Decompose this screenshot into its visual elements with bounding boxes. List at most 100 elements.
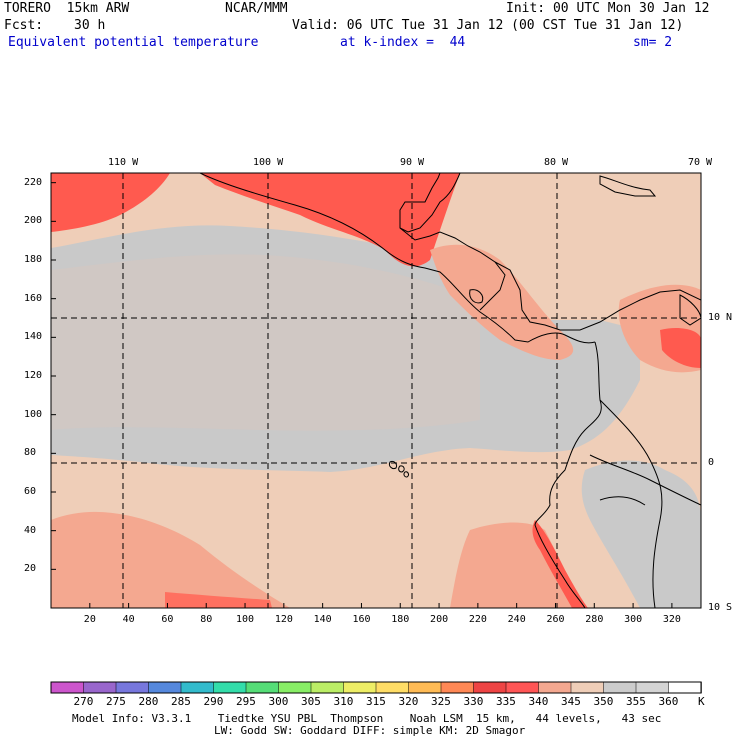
colorbar-cell bbox=[440, 681, 475, 694]
colorbar-cell bbox=[278, 681, 312, 694]
colorbar-label: 325 bbox=[431, 695, 451, 708]
coastline-hispaniola bbox=[679, 294, 701, 326]
y-tick-label: 140 bbox=[24, 331, 43, 343]
colorbar-cell bbox=[115, 681, 150, 694]
model-title: TORERO 15km ARW bbox=[4, 1, 130, 16]
colorbar-label: 335 bbox=[496, 695, 516, 708]
field-warm-centralamerica bbox=[430, 244, 574, 360]
coastline-cuba bbox=[599, 175, 657, 197]
y-tick-label: 120 bbox=[24, 370, 43, 381]
colorbar-label: 270 bbox=[73, 695, 94, 708]
forecast-label: Fcst: bbox=[4, 18, 44, 33]
colorbar-cell bbox=[408, 681, 442, 694]
colorbar-label: 290 bbox=[203, 695, 224, 708]
y-tick-label: 200 bbox=[24, 215, 43, 227]
lon-label-110w: 110 W bbox=[108, 157, 139, 168]
level-index: at k-index = 44 bbox=[340, 35, 466, 50]
colorbar-label: 285 bbox=[171, 695, 191, 708]
border-brazil bbox=[589, 454, 701, 506]
field-name: Equivalent potential temperature bbox=[8, 35, 259, 50]
colorbar-cell bbox=[148, 681, 182, 694]
x-tick-label: 220 bbox=[468, 614, 487, 625]
y-tick-label: 80 bbox=[24, 447, 37, 459]
colorbar-cell bbox=[635, 681, 670, 694]
x-tick-label: 260 bbox=[546, 614, 565, 625]
x-tick-label: 320 bbox=[662, 614, 681, 625]
colorbar-label: 355 bbox=[626, 695, 646, 708]
x-tick-label: 140 bbox=[313, 614, 332, 625]
lon-label-90w: 90 W bbox=[400, 157, 425, 168]
border-peru-brazil bbox=[599, 496, 646, 506]
y-tick-label: 40 bbox=[24, 524, 37, 536]
colorbar-frame bbox=[50, 681, 702, 694]
colorbar-cell bbox=[310, 681, 345, 694]
border-andes bbox=[599, 399, 663, 608]
colorbar-cell bbox=[245, 681, 280, 694]
model-info-line2: LW: Godd SW: Goddard DIFF: simple KM: 2D… bbox=[214, 724, 526, 737]
coastline-gulf bbox=[399, 173, 461, 233]
colorbar-label: 305 bbox=[301, 695, 321, 708]
lon-label-70w: 70 W bbox=[688, 157, 713, 168]
y-tick-label: 160 bbox=[24, 292, 43, 304]
x-tick-label: 160 bbox=[352, 614, 371, 625]
colorbar-cell bbox=[570, 681, 605, 694]
x-tick-label: 80 bbox=[200, 614, 213, 625]
colorbar-cell bbox=[505, 681, 540, 694]
colorbar-label: 350 bbox=[593, 695, 614, 708]
colorbar-cell bbox=[668, 681, 702, 694]
lat-label-10n: 10 N bbox=[708, 312, 733, 323]
colorbar-label: 310 bbox=[333, 695, 354, 708]
colorbar-label: 345 bbox=[561, 695, 581, 708]
field-warm-peru-coast bbox=[532, 520, 588, 608]
y-tick-label: 20 bbox=[24, 563, 37, 575]
colorbar-label: 340 bbox=[528, 695, 549, 708]
field-warm-northwest bbox=[51, 173, 170, 232]
colorbar-label: 315 bbox=[366, 695, 386, 708]
colorbar-cell bbox=[473, 681, 507, 694]
x-tick-label: 300 bbox=[624, 614, 643, 625]
lon-label-100w: 100 W bbox=[253, 157, 284, 168]
colorbar-label: 275 bbox=[106, 695, 126, 708]
map-frame bbox=[50, 172, 702, 609]
x-tick-label: 60 bbox=[161, 614, 174, 625]
coastline-yucatan-border bbox=[399, 227, 506, 311]
coastline-southamerica bbox=[534, 341, 602, 608]
y-tick-label: 220 bbox=[24, 176, 43, 188]
init-time: Init: 00 UTC Mon 30 Jan 12 bbox=[506, 1, 710, 16]
field-gray-band-2 bbox=[51, 254, 480, 431]
field-warm-east bbox=[660, 328, 701, 368]
lon-label-80w: 80 W bbox=[544, 157, 569, 168]
colorbar-unit: K bbox=[698, 695, 705, 708]
x-tick-label: 100 bbox=[236, 614, 255, 625]
colorbar-label: 360 bbox=[658, 695, 679, 708]
colorbar-cell bbox=[213, 681, 247, 694]
colorbar-cell bbox=[603, 681, 637, 694]
y-tick-label: 60 bbox=[24, 486, 37, 497]
coastline-lake-nicaragua bbox=[469, 289, 484, 304]
x-tick-label: 40 bbox=[122, 614, 135, 625]
valid-time: Valid: 06 UTC Tue 31 Jan 12 (00 CST Tue … bbox=[292, 18, 684, 33]
colorbar-cell bbox=[50, 681, 85, 694]
coastline-caribbean bbox=[494, 261, 701, 331]
x-tick-label: 280 bbox=[585, 614, 604, 625]
y-tick-label: 180 bbox=[24, 254, 43, 265]
colorbar-cell bbox=[375, 681, 410, 694]
x-tick-label: 20 bbox=[83, 614, 96, 625]
x-tick-label: 200 bbox=[430, 614, 449, 625]
colorbar-label: 280 bbox=[138, 695, 159, 708]
center-label: NCAR/MMM bbox=[225, 1, 288, 16]
coastline-galapagos bbox=[389, 461, 409, 478]
colorbar-cell bbox=[343, 681, 377, 694]
x-tick-label: 180 bbox=[391, 614, 410, 625]
colorbar-label: 330 bbox=[463, 695, 484, 708]
model-info-line1: Model Info: V3.3.1 Tiedtke YSU PBL Thomp… bbox=[72, 712, 662, 725]
colorbar-cell bbox=[83, 681, 117, 694]
field-warm-southwest bbox=[51, 511, 290, 608]
colorbar-label: 320 bbox=[398, 695, 419, 708]
lat-label-10s: 10 S bbox=[708, 602, 733, 613]
x-tick-label: 240 bbox=[507, 614, 526, 625]
x-tick-label: 120 bbox=[274, 614, 293, 625]
forecast-hours: 30 h bbox=[74, 18, 106, 33]
